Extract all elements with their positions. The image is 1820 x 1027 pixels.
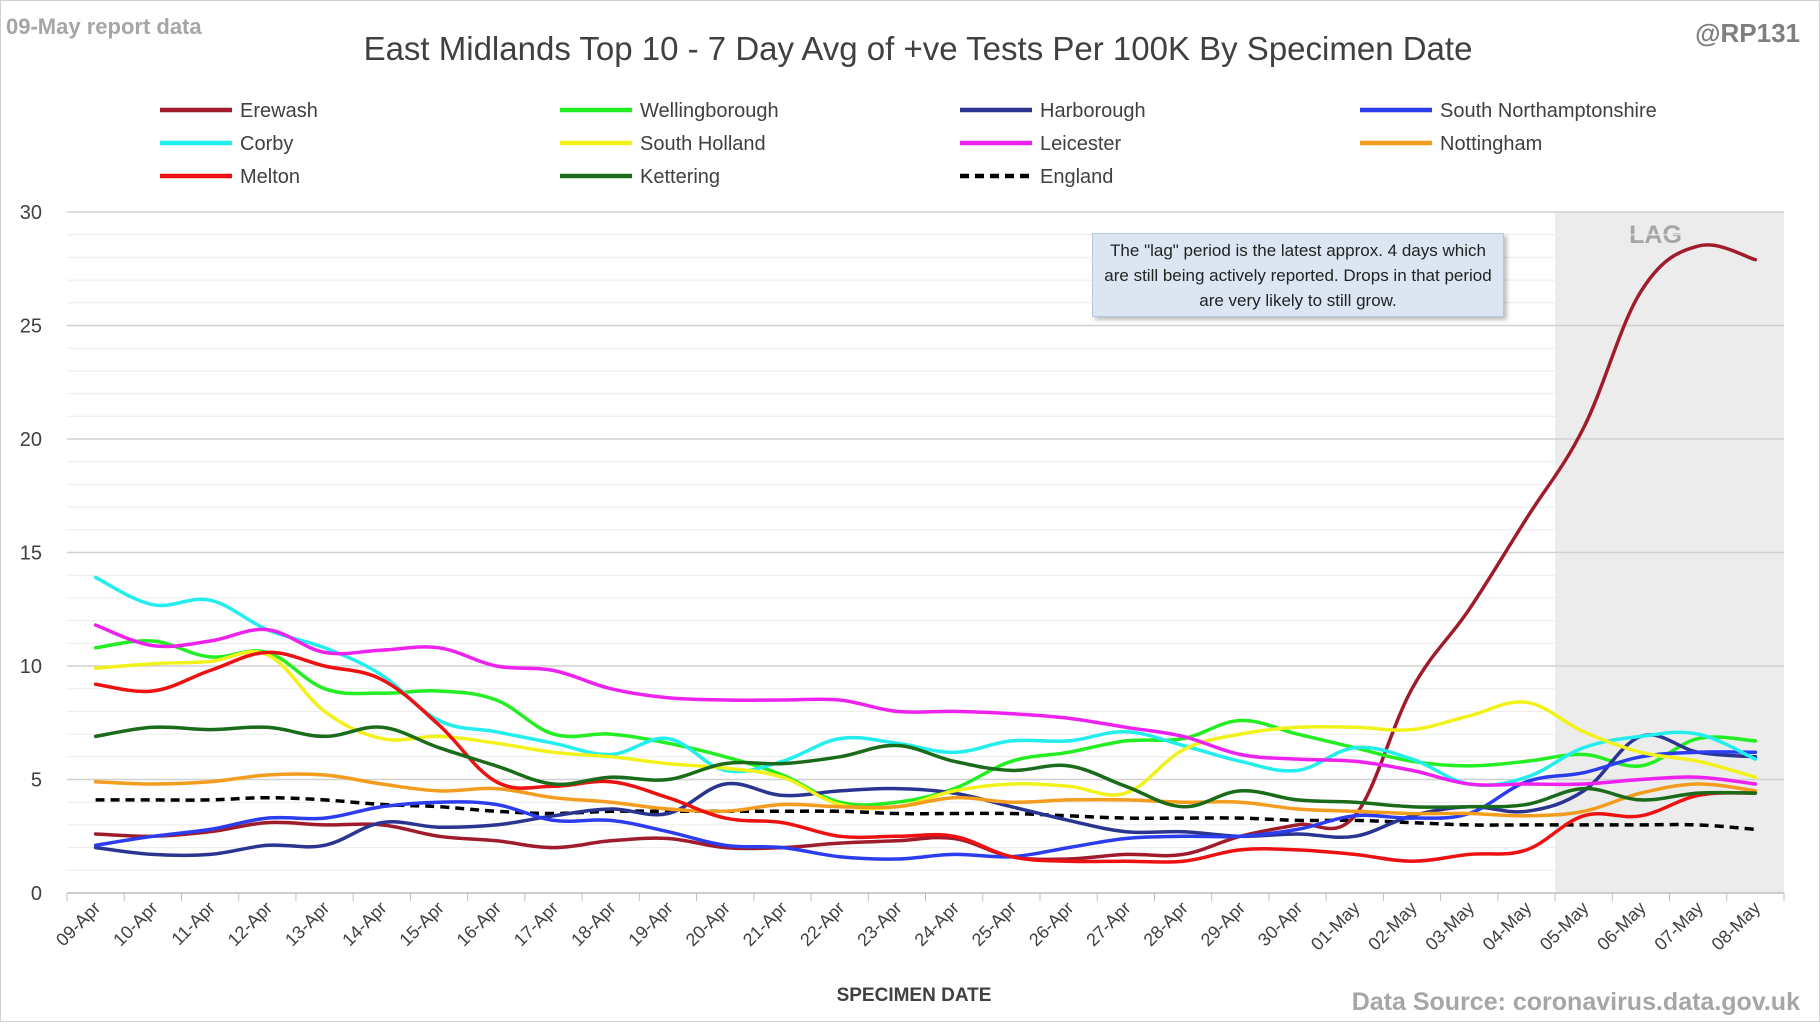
legend-label-wellingborough: Wellingborough	[640, 100, 779, 122]
legend-label-erewash: Erewash	[240, 100, 318, 122]
legend-label-melton: Melton	[240, 166, 300, 188]
x-axis-label: SPECIMEN DATE	[837, 985, 992, 1006]
series-line-england	[95, 795, 1756, 832]
lag-annotation-box: The "lag" period is the latest approx. 4…	[1092, 233, 1504, 317]
series-line-kettering	[93, 725, 1758, 809]
legend-label-south-northamptonshire: South Northamptonshire	[1440, 100, 1657, 122]
legend-label-corby: Corby	[240, 133, 293, 155]
series-line-south-northamptonshire	[93, 750, 1758, 861]
y-tick-label: 0	[31, 883, 42, 905]
chart-title: East Midlands Top 10 - 7 Day Avg of +ve …	[364, 30, 1473, 67]
legend-label-harborough: Harborough	[1040, 100, 1146, 122]
y-tick-label: 20	[20, 429, 42, 451]
y-tick-label: 15	[20, 543, 42, 565]
series-line-wellingborough	[93, 639, 1758, 807]
series-line-melton	[93, 650, 1758, 864]
report-date-label: 09-May report data	[6, 14, 202, 39]
author-handle: @RP131	[1695, 18, 1800, 48]
legend-label-south-holland: South Holland	[640, 133, 766, 155]
y-tick-label: 5	[31, 770, 42, 792]
legend: Erewash Wellingborough Harborough South Nor…	[160, 100, 1657, 188]
series-line-nottingham	[93, 772, 1758, 818]
legend-label-england: England	[1040, 166, 1113, 188]
series-line-leicester	[93, 623, 1758, 787]
y-tick-label: 30	[20, 202, 42, 224]
y-tick-label: 10	[20, 656, 42, 678]
data-source-label: Data Source: coronavirus.data.gov.uk	[1352, 988, 1800, 1016]
legend-label-nottingham: Nottingham	[1440, 133, 1542, 155]
y-tick-label: 25	[20, 316, 42, 338]
series-lines	[93, 243, 1758, 864]
legend-label-leicester: Leicester	[1040, 133, 1121, 155]
legend-label-kettering: Kettering	[640, 166, 720, 188]
